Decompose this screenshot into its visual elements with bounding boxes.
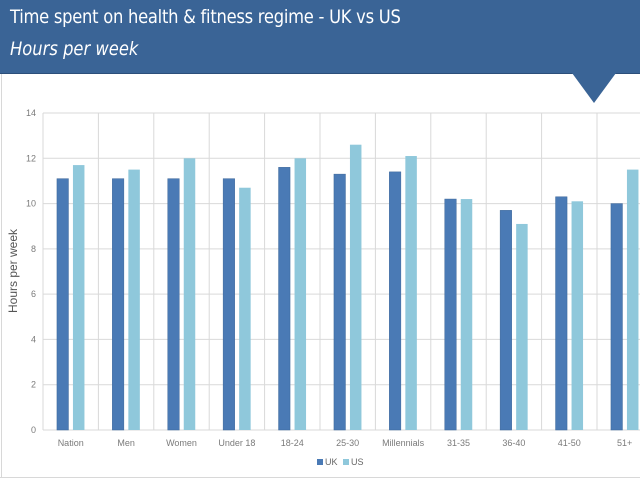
- header-banner: Time spent on health & fitness regime - …: [0, 0, 640, 74]
- y-axis-label: Hours per week: [6, 228, 20, 313]
- y-tick-label: 4: [31, 334, 36, 344]
- y-tick-label: 2: [31, 380, 36, 390]
- x-tick-label: 51+: [617, 438, 632, 448]
- x-tick-label: 18-24: [281, 438, 304, 448]
- bar-uk-under-18: [222, 178, 235, 431]
- bar-uk-25-30: [333, 173, 346, 431]
- legend-label-us: US: [351, 457, 364, 467]
- y-tick-label: 0: [31, 425, 36, 435]
- bar-us-men: [128, 169, 140, 430]
- bar-uk-men: [112, 178, 125, 431]
- bar-us-31-35: [460, 199, 473, 430]
- x-tick-label: Men: [117, 438, 135, 448]
- y-tick-label: 10: [26, 199, 36, 209]
- bars: [56, 144, 639, 431]
- frame-left-border: [1, 74, 2, 478]
- bar-us-nation: [72, 165, 85, 431]
- x-tick-label: Millennials: [382, 438, 425, 448]
- y-tick-label: 14: [26, 108, 36, 118]
- bar-uk-women: [167, 178, 180, 431]
- bar-us-41-50: [571, 201, 584, 430]
- bar-us-25-30: [349, 144, 362, 430]
- frame-bottom-border: [0, 477, 640, 478]
- x-tick-label: Nation: [58, 438, 84, 448]
- y-tick-label: 8: [31, 244, 36, 254]
- bar-us-36-40: [516, 223, 528, 430]
- x-tick-label: 41-50: [558, 438, 581, 448]
- x-tick-label: Under 18: [218, 438, 255, 448]
- bar-us-millennials: [405, 156, 417, 430]
- bar-us-women: [183, 158, 196, 431]
- bar-us-18-24: [294, 158, 307, 431]
- x-tick-label: Women: [166, 438, 197, 448]
- chart-title: Time spent on health & fitness regime - …: [10, 6, 401, 28]
- header-pointer-arrow: [572, 73, 616, 103]
- bar-us-under-18: [239, 187, 251, 430]
- bar-uk-18-24: [278, 167, 291, 431]
- y-axis-ticks: 0 2 4 6 8 10 12 14: [26, 108, 36, 435]
- legend: UK US: [317, 457, 364, 467]
- x-tick-label: 25-30: [336, 438, 359, 448]
- bar-uk-31-35: [444, 198, 457, 431]
- legend-swatch-uk: [317, 459, 323, 465]
- bar-uk-nation: [56, 178, 69, 431]
- x-tick-label: 31-35: [447, 438, 470, 448]
- bar-uk-51-: [610, 203, 623, 431]
- legend-swatch-us: [343, 459, 349, 465]
- bar-uk-millennials: [389, 171, 402, 431]
- bar-us-51-: [626, 169, 639, 430]
- y-tick-label: 12: [26, 153, 36, 163]
- x-axis-ticks: Nation Men Women Under 18 18-24 25-30 Millenni…: [58, 438, 633, 448]
- bar-uk-41-50: [555, 196, 568, 431]
- x-tick-label: 36-40: [502, 438, 525, 448]
- bar-uk-36-40: [499, 210, 512, 431]
- grid-lines: [42, 112, 640, 431]
- legend-label-uk: UK: [325, 457, 338, 467]
- chart-subtitle: Hours per week: [10, 38, 139, 60]
- y-tick-label: 6: [31, 289, 36, 299]
